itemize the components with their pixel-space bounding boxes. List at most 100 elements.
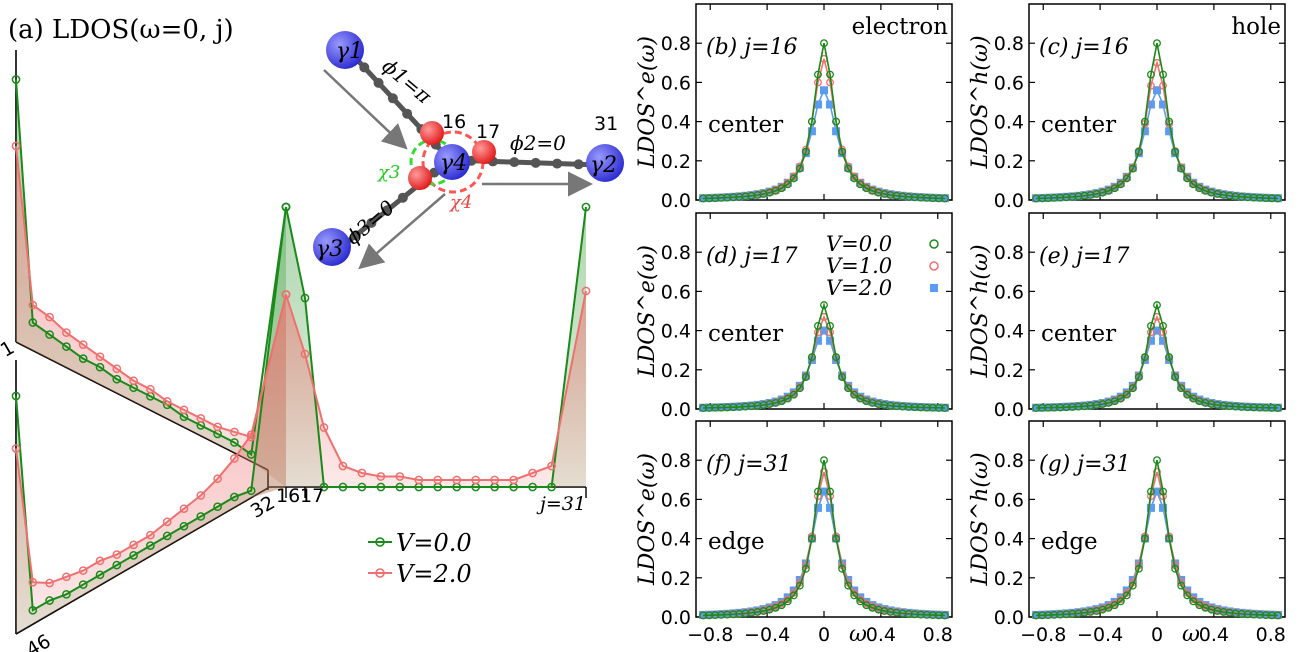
marker-e-2-20: [1153, 326, 1161, 335]
marker-d-0-18: [807, 353, 816, 362]
marker-g-0-26: [1189, 597, 1198, 606]
fill-V=2.0-2: [286, 291, 586, 487]
curve-d-0: [703, 302, 945, 409]
marker-b-0-18: [807, 117, 816, 126]
marker-b-2-22: [832, 127, 841, 136]
marker-f-1-20: [820, 468, 828, 476]
xtick-label-g-4: 0.8: [1256, 624, 1286, 646]
marker-f-2-15: [789, 586, 798, 595]
xtick-label-f-2: 0: [818, 624, 830, 646]
marker-c-2-20: [1153, 86, 1161, 95]
arrow-1: [323, 69, 408, 150]
chain-site-1-4: [530, 157, 541, 168]
curve-c-2: [1036, 88, 1278, 199]
point-V=2.0-0-10: [179, 405, 189, 415]
point-V=0.0-2-15: [581, 202, 591, 212]
marker-c-0-18: [1140, 117, 1149, 126]
legend-marker-1: [929, 261, 939, 271]
marker-f-2-9: [753, 606, 762, 615]
marker-b-2-21: [826, 100, 835, 109]
marker-e-2-14: [1116, 392, 1125, 401]
line-V=2.0-1: [15, 294, 287, 585]
ytick-label-g-4: 0.8: [994, 450, 1024, 472]
line-V=2.0-2: [285, 290, 587, 481]
marker-c-0-19: [1147, 70, 1155, 79]
ylabel-b: LDOS^e(ω): [635, 36, 660, 169]
marker-f-0-24: [844, 581, 853, 590]
panel-a: (a) LDOS(ω=0, j) 1 32 46 16 17 j=31 V=0.…: [0, 15, 624, 652]
panel-tag-e: center: [1041, 321, 1116, 347]
panel-label-g: (g) j=31: [1039, 452, 1131, 477]
marker-f-2-20: [820, 487, 828, 496]
legend-label-0: V=0.0: [826, 232, 892, 256]
marker-f-2-26: [856, 593, 865, 602]
marker-d-2-20: [820, 326, 828, 335]
panel-f: 0.00.20.40.60.8−0.8 −0.4 0 0.4 0.8LDOS^e(ω)(…: [635, 420, 953, 646]
point-V=2.0-1-9: [162, 517, 172, 527]
marker-g-2-16: [1128, 575, 1137, 584]
marker-c-0-17: [1134, 147, 1143, 156]
point-V=2.0-2-11: [490, 475, 500, 485]
marker-g-0-19: [1147, 487, 1155, 496]
marker-g-2-31: [1219, 606, 1228, 615]
site-ball-48: [408, 166, 432, 190]
chain-site-2-5: [366, 217, 377, 228]
point-V=0.0-2-13: [528, 482, 537, 492]
marker-f-0-21: [826, 487, 834, 496]
xtick-label-f-0: −0.8: [687, 624, 733, 646]
chain-site-0-2: [373, 77, 384, 88]
point-V=2.0-2-14: [547, 461, 556, 471]
point-V=2.0-0-4: [78, 340, 88, 349]
marker-d-0-14: [783, 394, 792, 403]
panel-label-d: (d) j=17: [706, 244, 798, 269]
marker-c-0-24: [1177, 164, 1186, 173]
point-V=0.0-0-4: [78, 354, 88, 363]
curve-b-0: [703, 43, 945, 200]
point-V=2.0-2-0: [281, 290, 291, 299]
chi4-label: χ4: [448, 192, 472, 213]
fill-V=0.0-1: [16, 207, 286, 634]
legend-v0-marker: [375, 537, 385, 547]
majorana-gamma4: [434, 144, 470, 180]
ytick-label-b-1: 0.2: [661, 151, 691, 173]
marker-c-0-16: [1128, 164, 1137, 173]
marker-c-0-23: [1171, 147, 1180, 156]
xtick-label-f-4: 0.8: [923, 624, 953, 646]
marker-e-0-20: [1153, 301, 1161, 310]
marker-c-0-25: [1183, 174, 1192, 183]
marker-b-2-20: [820, 86, 828, 95]
panel-corner-c: hole: [1231, 14, 1281, 40]
legend-label-2: V=2.0: [826, 276, 892, 300]
chain-site-2-3: [397, 192, 408, 203]
marker-d-2-21: [826, 336, 835, 345]
marker-g-0-22: [1165, 534, 1174, 543]
marker-d-0-23: [838, 373, 847, 381]
label-site-16: 16: [276, 485, 300, 507]
xtick-label-g-1: −0.4: [1077, 624, 1123, 646]
marker-e-2-27: [1195, 395, 1204, 404]
curve-b-2: [703, 88, 945, 199]
frame-f: [695, 420, 953, 618]
panel-label-c: (c) j=16: [1039, 35, 1129, 60]
point-V=2.0-2-8: [433, 475, 443, 485]
marker-g-0-23: [1171, 564, 1180, 573]
ytick-label-b-0: 0.0: [661, 190, 691, 212]
panel-a-lines: [11, 75, 591, 615]
marker-c-2-21: [1159, 100, 1168, 109]
point-V=0.0-0-13: [230, 438, 239, 447]
ylabel-g: LDOS^h(ω): [968, 452, 993, 586]
ytick-label-e-4: 0.8: [994, 242, 1024, 264]
point-V=2.0-1-5: [95, 556, 105, 566]
marker-b-0-26: [856, 180, 865, 189]
point-V=2.0-1-6: [112, 550, 122, 559]
marker-e-0-15: [1122, 390, 1131, 399]
gamma3-label: γ3: [316, 237, 343, 262]
curve-e-0: [1036, 302, 1278, 409]
site-ball-16: [420, 121, 444, 145]
point-V=0.0-1-9: [162, 531, 172, 541]
point-V=2.0-1-4: [78, 566, 88, 575]
point-V=0.0-1-14: [246, 486, 256, 496]
marker-f-2-19: [813, 503, 822, 512]
point-V=2.0-2-9: [452, 475, 462, 485]
